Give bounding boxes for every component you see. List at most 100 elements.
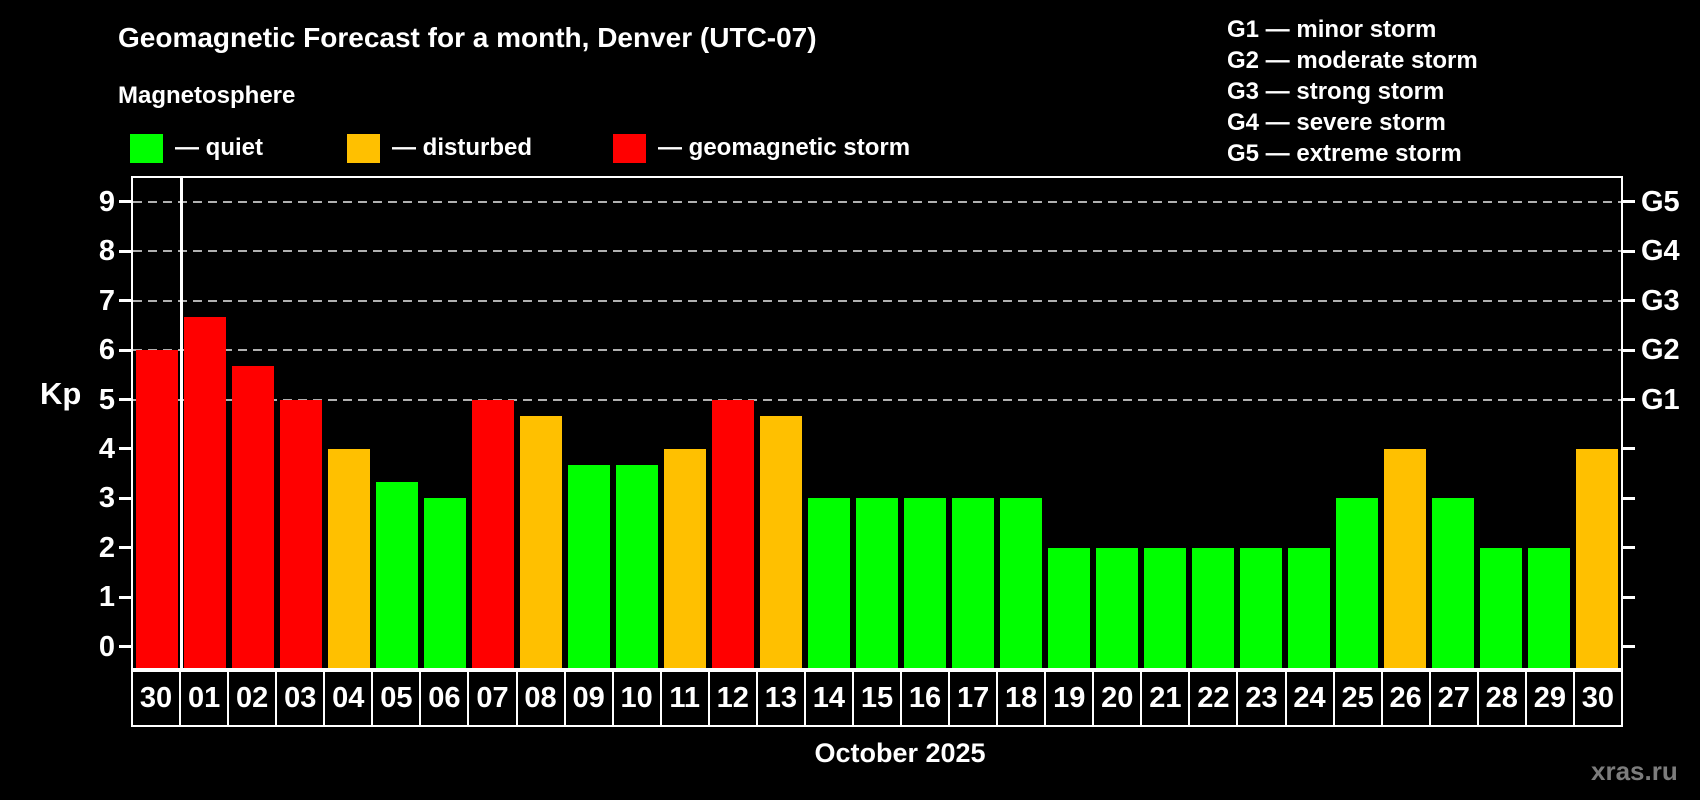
legend-label-storm: — geomagnetic storm <box>658 134 911 161</box>
gridline-kp6 <box>133 349 1621 352</box>
kp-bar-day-05 <box>376 482 418 668</box>
kp-bar-day-14 <box>808 498 850 668</box>
day-cell-30: 30 <box>139 682 173 714</box>
kp-bar-day-28 <box>1480 547 1522 668</box>
quiet-color-swatch <box>130 133 163 163</box>
y-tick-left-0 <box>119 645 131 648</box>
y-tick-label-9: 9 <box>98 185 115 218</box>
previous-month-separator <box>179 178 183 668</box>
kp-bar-day-26 <box>1384 448 1426 668</box>
storm-scale-legend: G1 — minor storm G2 — moderate storm G3 … <box>1227 14 1478 169</box>
kp-bar-day-08 <box>520 415 562 668</box>
kp-bar-day-13 <box>760 415 802 668</box>
kp-bar-day-16 <box>904 498 946 668</box>
y-tick-left-4 <box>119 447 131 451</box>
chart-subtitle: Magnetosphere <box>118 82 296 109</box>
y-tick-right-9 <box>1623 200 1635 204</box>
y-tick-label-1: 1 <box>98 581 115 614</box>
day-cell-27: 27 <box>1428 672 1477 725</box>
right-axis-label-g4: G4 <box>1641 235 1680 268</box>
right-axis-label-g5: G5 <box>1641 185 1680 218</box>
day-cell-16: 16 <box>900 672 948 725</box>
y-tick-right-1 <box>1623 595 1635 599</box>
y-tick-label-2: 2 <box>98 531 115 564</box>
kp-bar-day-23 <box>1240 547 1282 668</box>
kp-bar-day-07 <box>472 399 514 668</box>
day-cell-09: 09 <box>563 672 612 725</box>
kp-bar-day-29 <box>1528 547 1570 668</box>
right-axis-label-g1: G1 <box>1641 383 1680 416</box>
storm-scale-g2: G2 — moderate storm <box>1227 47 1478 74</box>
day-cell-29: 29 <box>1524 672 1573 725</box>
kp-bar-day-11 <box>664 448 706 668</box>
day-cell-12: 12 <box>707 672 756 725</box>
kp-bar-day-01 <box>184 317 226 668</box>
day-cell-17: 17 <box>948 672 996 725</box>
y-axis-label: Kp <box>40 376 82 411</box>
day-cell-24: 24 <box>1284 672 1333 725</box>
kp-bar-day-06 <box>424 498 466 668</box>
y-tick-left-6 <box>119 348 131 352</box>
day-cell-28: 28 <box>1476 672 1525 725</box>
legend-item-quiet: — quiet <box>130 133 263 163</box>
day-cell-26: 26 <box>1380 672 1429 725</box>
kp-bar-day-24 <box>1288 547 1330 668</box>
kp-bar-day-17 <box>952 498 994 668</box>
gridline-kp7 <box>133 299 1621 302</box>
y-tick-label-8: 8 <box>98 235 115 268</box>
kp-bar-day-22 <box>1192 547 1234 668</box>
y-tick-right-8 <box>1623 249 1635 253</box>
day-cell-20: 20 <box>1092 672 1140 725</box>
y-tick-left-7 <box>119 299 131 303</box>
kp-bar-day-10 <box>616 465 658 668</box>
storm-color-swatch <box>613 133 646 163</box>
day-cell-08: 08 <box>515 672 564 725</box>
day-cell-25: 25 <box>1332 672 1381 725</box>
day-cell-18: 18 <box>996 672 1044 725</box>
y-tick-right-6 <box>1623 348 1635 352</box>
legend-label-disturbed: — disturbed <box>392 134 533 161</box>
kp-bar-day-04 <box>328 448 370 668</box>
y-tick-left-8 <box>119 249 131 253</box>
x-axis-day-row: 30 01 02 03 04 05 06 07 08 09 10 11 12 13 14 15 16 17 18 19… <box>131 670 1623 727</box>
y-tick-label-7: 7 <box>98 284 115 317</box>
storm-scale-g1: G1 — minor storm <box>1227 16 1437 43</box>
watermark: xras.ru <box>1591 756 1678 786</box>
gridline-kp9 <box>133 200 1621 203</box>
y-tick-right-5 <box>1623 398 1635 401</box>
right-axis-label-g3: G3 <box>1641 284 1680 317</box>
legend-label-quiet: — quiet <box>175 134 263 161</box>
day-cell-10: 10 <box>611 672 660 725</box>
kp-bar-day-18 <box>1000 498 1042 668</box>
day-cell-01: 01 <box>179 672 227 725</box>
y-tick-label-6: 6 <box>98 334 115 367</box>
kp-bar-day-25 <box>1336 498 1378 668</box>
storm-scale-g4: G4 — severe storm <box>1227 109 1446 136</box>
day-cell-03: 03 <box>275 672 323 725</box>
day-cell-04: 04 <box>323 672 371 725</box>
day-cell-23: 23 <box>1236 672 1284 725</box>
kp-bar-day-20 <box>1096 547 1138 668</box>
day-cell-22: 22 <box>1188 672 1236 725</box>
kp-bar-day-27 <box>1432 498 1474 668</box>
y-tick-right-2 <box>1623 546 1635 550</box>
gridline-kp8 <box>133 250 1621 253</box>
y-tick-right-0 <box>1623 645 1635 648</box>
kp-bar-day-09 <box>568 465 610 668</box>
y-tick-label-0: 0 <box>98 630 115 663</box>
plot-area <box>131 176 1623 670</box>
day-cell-21: 21 <box>1140 672 1188 725</box>
y-tick-label-5: 5 <box>98 383 115 416</box>
day-cell-15: 15 <box>851 672 900 725</box>
day-cell-06: 06 <box>419 672 467 725</box>
kp-bar-day-30 <box>1576 448 1618 668</box>
day-cell-11: 11 <box>659 672 708 725</box>
day-cell-30: 30 <box>1572 672 1621 725</box>
kp-bar-day-21 <box>1144 547 1186 668</box>
kp-bar-day-15 <box>856 498 898 668</box>
disturbed-color-swatch <box>347 133 380 163</box>
y-tick-left-5 <box>119 398 131 401</box>
y-tick-left-3 <box>119 496 131 500</box>
kp-bar-day-12 <box>712 399 754 668</box>
